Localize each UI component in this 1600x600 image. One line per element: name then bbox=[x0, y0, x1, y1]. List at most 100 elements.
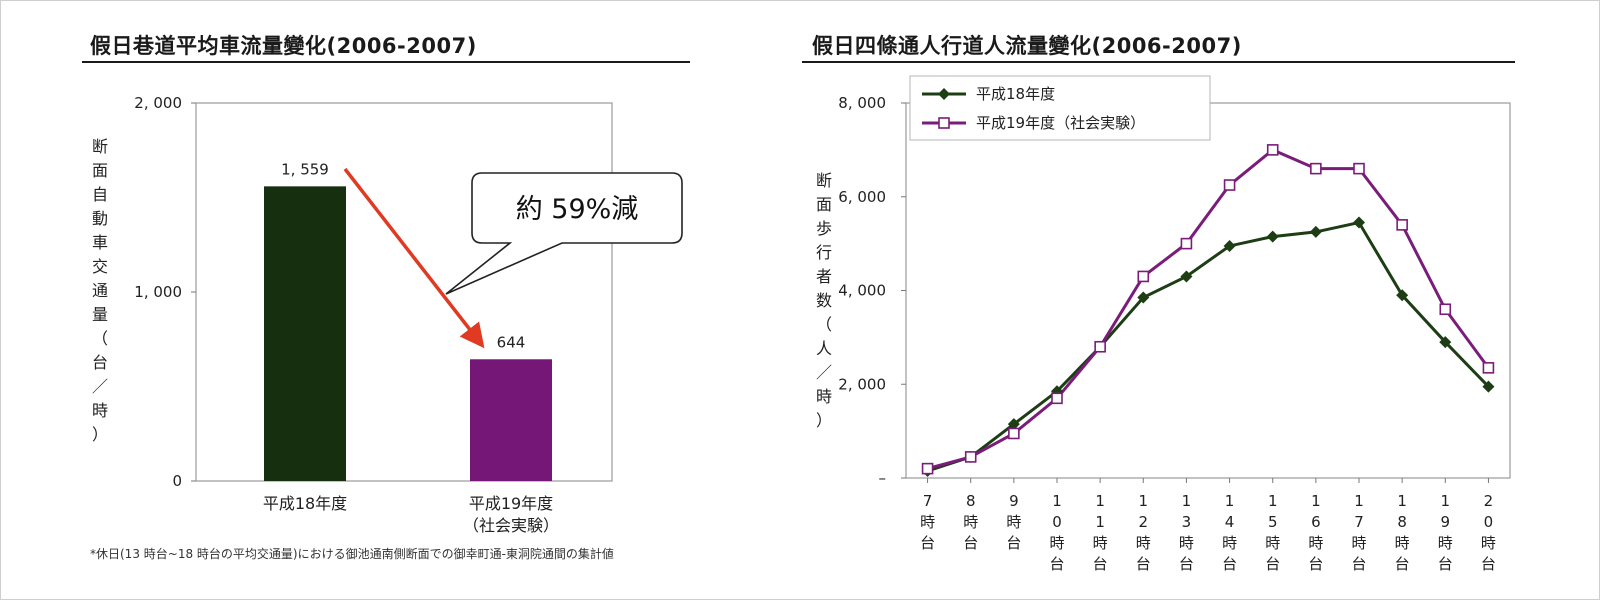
x-tick-label: 時 bbox=[920, 513, 935, 531]
x-tick-label: 8 bbox=[966, 492, 976, 510]
x-tick-label: 時 bbox=[1438, 534, 1453, 552]
bar bbox=[470, 359, 552, 481]
bar-value-label: 1, 559 bbox=[281, 160, 329, 178]
data-point bbox=[964, 451, 977, 463]
x-tick-label: 台 bbox=[1481, 555, 1496, 573]
x-tick-label: 1 bbox=[1268, 492, 1278, 510]
data-point bbox=[1223, 179, 1236, 191]
x-tick-label: 1 bbox=[1095, 492, 1105, 510]
y-tick-label: 4, 000 bbox=[838, 282, 886, 300]
x-tick-label: 0 bbox=[1484, 513, 1494, 531]
y-axis-label-char: 人 bbox=[816, 339, 832, 358]
x-tick-label: 4 bbox=[1225, 513, 1235, 531]
x-tick-label: 2 bbox=[1484, 492, 1494, 510]
x-tick-label: 5 bbox=[1268, 513, 1278, 531]
legend-label: 平成19年度（社会実験） bbox=[976, 114, 1145, 132]
data-point bbox=[921, 462, 934, 475]
y-axis-label-char: ／ bbox=[816, 363, 832, 382]
bar-value-label: 644 bbox=[497, 333, 526, 351]
legend-label: 平成18年度 bbox=[976, 85, 1055, 103]
y-axis-label-char: 面 bbox=[92, 161, 108, 180]
data-point bbox=[1396, 289, 1409, 302]
x-tick-label: 6 bbox=[1311, 513, 1321, 531]
x-tick-label: 台 bbox=[1136, 555, 1151, 573]
data-point bbox=[1353, 162, 1365, 175]
data-point bbox=[1439, 303, 1452, 316]
x-tick-label: 7 bbox=[923, 492, 933, 510]
x-tick-label: 時 bbox=[1006, 513, 1021, 531]
y-axis-label-char: 歩 bbox=[816, 219, 832, 238]
x-tick-label: 台 bbox=[1438, 555, 1453, 573]
y-axis-label-char: 断 bbox=[816, 171, 832, 190]
data-point bbox=[1266, 144, 1279, 156]
left-title-rule bbox=[82, 61, 690, 63]
y-axis-label-char: 面 bbox=[816, 195, 832, 214]
data-point bbox=[1309, 225, 1322, 238]
data-point bbox=[1310, 162, 1322, 175]
x-tick-label: 9 bbox=[1009, 492, 1019, 510]
x-tick-label: 平成18年度 bbox=[263, 494, 347, 513]
y-axis-label-char: 動 bbox=[92, 209, 108, 228]
x-tick-label: 台 bbox=[1006, 534, 1021, 552]
legend-marker bbox=[938, 117, 950, 129]
x-tick-label: 台 bbox=[1308, 555, 1323, 573]
data-point bbox=[1007, 418, 1020, 431]
data-point bbox=[1266, 230, 1279, 243]
x-tick-label: 時 bbox=[1049, 534, 1064, 552]
x-tick-label: 時 bbox=[1395, 534, 1410, 552]
x-tick-label: （社会実験） bbox=[463, 516, 559, 535]
y-axis-label-char: （ bbox=[92, 329, 108, 348]
x-tick-label: 1 bbox=[1139, 492, 1149, 510]
y-axis-label-char: 通 bbox=[92, 281, 108, 300]
x-tick-label: 平成19年度 bbox=[469, 494, 553, 513]
x-tick-label: 台 bbox=[1395, 555, 1410, 573]
x-tick-label: 7 bbox=[1354, 513, 1364, 531]
y-tick-label: 2, 000 bbox=[838, 375, 886, 393]
x-tick-label: 台 bbox=[1049, 555, 1064, 573]
legend-box bbox=[909, 75, 1211, 141]
annotation-text: 約 59%減 bbox=[516, 194, 639, 225]
y-axis-label-char: 行 bbox=[816, 243, 832, 262]
x-tick-label: 1 bbox=[1052, 492, 1062, 510]
y-axis-label-char: 台 bbox=[92, 353, 108, 372]
x-tick-label: 台 bbox=[1179, 555, 1194, 573]
y-axis-label-char: 交 bbox=[92, 257, 108, 276]
y-tick-label: 8, 000 bbox=[838, 94, 886, 112]
x-tick-label: 時 bbox=[1308, 534, 1323, 552]
data-point bbox=[1353, 216, 1365, 229]
x-tick-label: 時 bbox=[963, 513, 978, 531]
reduction-arrow bbox=[343, 167, 485, 349]
x-tick-label: 台 bbox=[1222, 555, 1237, 573]
x-tick-label: 1 bbox=[1354, 492, 1364, 510]
data-point bbox=[1396, 219, 1408, 231]
data-point bbox=[1180, 237, 1193, 250]
series-line bbox=[927, 220, 1490, 473]
y-axis-label-char: ／ bbox=[92, 377, 108, 396]
left-chart-title: 假日巷道平均車流量變化(2006-2007) bbox=[90, 34, 477, 58]
x-tick-label: 1 bbox=[1311, 492, 1321, 510]
data-point bbox=[1482, 380, 1495, 393]
series-line bbox=[927, 148, 1490, 471]
y-tick-label: 0 bbox=[172, 472, 182, 490]
y-axis-label-char: ） bbox=[816, 411, 832, 430]
x-tick-label: 台 bbox=[1093, 555, 1108, 573]
x-tick-label: 台 bbox=[963, 534, 978, 552]
y-axis-label-char: 時 bbox=[92, 401, 108, 420]
right-chart-title: 假日四條通人行道人流量變化(2006-2007) bbox=[812, 34, 1242, 58]
x-tick-label: 台 bbox=[920, 534, 935, 552]
bar-chart-footnote: *休日(13 時台~18 時台の平均交通量)における御池通南側断面での御幸町通-… bbox=[90, 547, 614, 561]
y-axis-label-char: 時 bbox=[816, 387, 832, 406]
x-tick-label: 8 bbox=[1397, 513, 1407, 531]
y-axis-label-char: （ bbox=[816, 315, 832, 334]
y-axis-label-char: ） bbox=[92, 425, 108, 444]
x-tick-label: 1 bbox=[1397, 492, 1407, 510]
x-tick-label: 1 bbox=[1225, 492, 1235, 510]
x-tick-label: 1 bbox=[1095, 513, 1105, 531]
right-title-rule bbox=[802, 61, 1515, 63]
annotation-callout bbox=[445, 172, 683, 295]
x-tick-label: 時 bbox=[1265, 534, 1280, 552]
